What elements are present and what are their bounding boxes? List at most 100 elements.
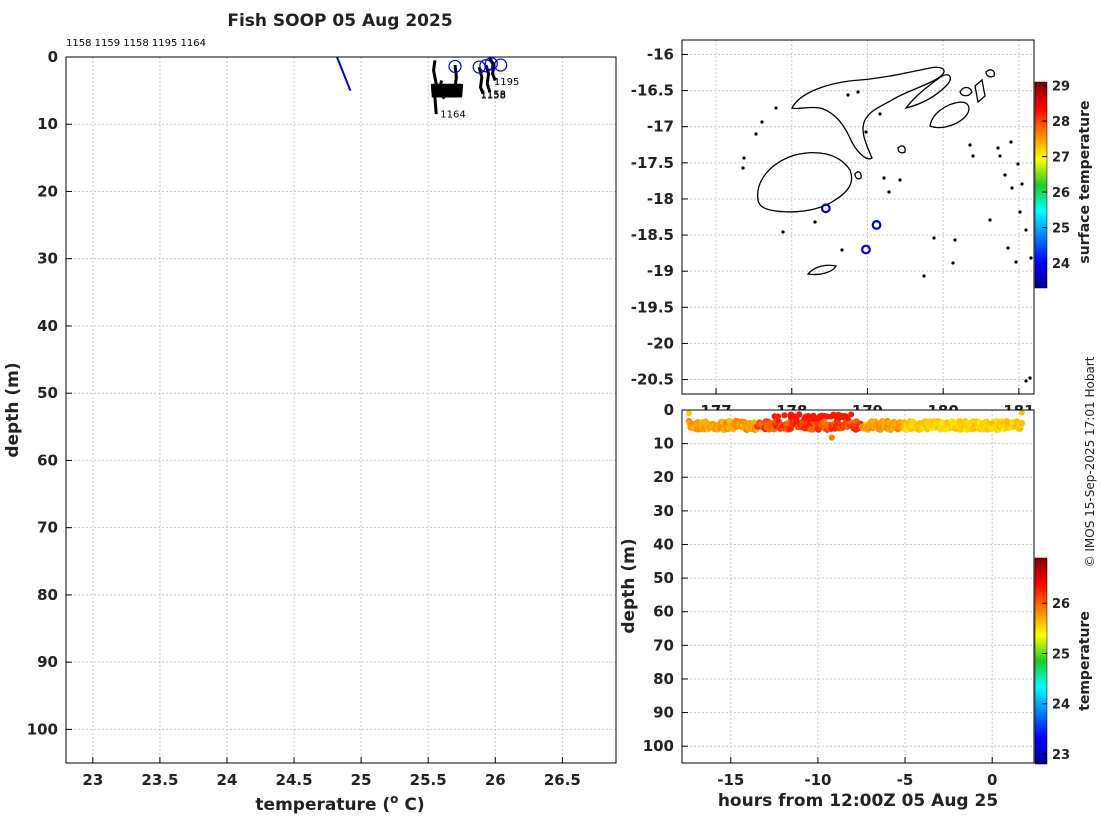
map-ytick-label: -18 [647, 190, 674, 208]
map-islet [846, 93, 850, 97]
timeseries-xtick-label: -10 [804, 771, 831, 789]
profile-trace [484, 64, 492, 93]
profile-surface-marker [472, 60, 486, 74]
surface-temp-colorbar-label: surface temperature [1077, 100, 1093, 263]
timeseries-sample-point [848, 411, 855, 418]
surface-colorbar-tick-label: 25 [1052, 222, 1070, 237]
map-islet [1014, 260, 1018, 264]
map-islet [741, 166, 745, 170]
profile-xlabel-main: temperature ( [255, 795, 390, 815]
timeseries-sample-point [796, 411, 803, 418]
timeseries-sample-point [819, 412, 826, 419]
timeseries-sample-point [828, 434, 835, 441]
profile-xlabel: temperature (o C) [255, 792, 424, 815]
map-islet [971, 154, 975, 158]
profile-xtick-label: 26 [485, 771, 506, 789]
profile-ytick-label: 50 [37, 384, 58, 402]
profile-xtick-label: 24.5 [276, 771, 313, 789]
map-ytick-label: -20.5 [631, 371, 674, 389]
timeseries-ytick-label: 50 [653, 569, 674, 587]
profile-ytick-label: 60 [37, 451, 58, 469]
timeseries-ytick-label: 0 [664, 401, 674, 419]
map-coastline [757, 152, 853, 213]
profile-cast-id: 1164 [440, 109, 465, 120]
map-islet [1016, 162, 1020, 166]
map-ytick-label: -20 [647, 334, 674, 352]
temperature-colorbar [1034, 557, 1048, 765]
temperature-colorbar-tick-label: 23 [1052, 748, 1070, 763]
profile-trace [437, 80, 446, 100]
timeseries-sample-point [1018, 409, 1025, 416]
profile-plot: 23 23.5 24 24.5 25 25.5 26 26.5 0 10 20 30 40 50 60 70 8… [27, 48, 617, 789]
map-ytick-label: -17 [647, 118, 674, 136]
profile-ytick-label: 90 [37, 653, 58, 671]
map-islet [760, 120, 764, 124]
map-coastline [791, 66, 945, 160]
profile-ytick-label: 80 [37, 586, 58, 604]
map-plot: 177178179180181-16-16.5-17-17.5-18-18.5-… [631, 39, 1035, 420]
profile-xtick-label: 23.5 [141, 771, 178, 789]
timeseries-sample-point [805, 414, 812, 421]
timeseries-sample-point [685, 410, 692, 417]
temperature-colorbar-ticks: 23 24 25 26 [1042, 597, 1070, 763]
map-islet [887, 190, 891, 194]
timeseries-axes-box [681, 409, 1035, 764]
profile-xlabel-tail: C) [398, 795, 424, 815]
surface-colorbar-tick-label: 27 [1052, 151, 1070, 166]
map-islet [1010, 186, 1014, 190]
timeseries-ytick-label: 100 [643, 737, 674, 755]
profile-cast-id: 1195 [494, 77, 519, 88]
profile-trace [432, 60, 438, 115]
map-islet [864, 130, 868, 134]
map-ytick-label: -17.5 [631, 154, 674, 172]
timeseries-ytick-label: 20 [653, 468, 674, 486]
map-islet [754, 132, 758, 136]
timeseries-sample-point [781, 412, 788, 419]
profile-ytick-label: 70 [37, 519, 58, 537]
map-islet [951, 261, 955, 265]
profile-ytick-label: 100 [27, 720, 58, 738]
map-islet [840, 248, 844, 252]
map-ytick-label: -18.5 [631, 226, 674, 244]
map-coastline [854, 171, 862, 180]
timeseries-ytick-label: 80 [653, 670, 674, 688]
profile-surface-marker [484, 57, 498, 71]
map-islet [774, 106, 778, 110]
timeseries-ytick-label: 40 [653, 535, 674, 553]
timeseries-plot: -15 -10 -5 0 0 10 20 30 40 50 60 70 80 90 100 [643, 401, 1035, 789]
timeseries-sample-point [775, 413, 782, 420]
map-islet [1020, 182, 1024, 186]
map-coastline [806, 264, 837, 276]
surface-colorbar-tick-label: 29 [1052, 80, 1070, 95]
profile-xtick-label: 26.5 [544, 771, 581, 789]
map-islet [856, 90, 860, 94]
profile-xtick-label: 25.5 [410, 771, 447, 789]
map-islet [882, 176, 886, 180]
map-station-marker [871, 220, 882, 230]
timeseries-xtick-label: -5 [897, 771, 914, 789]
timeseries-sample-point [827, 413, 834, 420]
map-coastline [929, 101, 970, 129]
profile-blue-line [336, 56, 352, 91]
temperature-colorbar-tick-label: 26 [1052, 597, 1070, 612]
surface-temp-colorbar [1034, 81, 1048, 289]
profile-xtick-label: 25 [351, 771, 372, 789]
map-islet [813, 220, 817, 224]
profile-cast-id: 1158 [481, 91, 506, 102]
profile-ylabel: depth (m) [3, 362, 23, 457]
map-islet [1024, 379, 1028, 383]
map-islet [781, 230, 785, 234]
timeseries-sample-point [788, 414, 795, 421]
map-islet [953, 238, 957, 242]
profile-surface-marker [494, 58, 508, 72]
profile-ytick-label: 0 [48, 48, 58, 66]
profile-cast-id: 1158 [481, 89, 506, 100]
timeseries-ytick-label: 60 [653, 603, 674, 621]
temperature-colorbar-label: temperature [1077, 611, 1093, 711]
profile-surface-marker [479, 59, 493, 73]
profile-surface-marker [448, 59, 462, 74]
map-islet [742, 156, 746, 160]
profile-top-labels: 1158 1159 1158 1195 1164 [66, 38, 206, 49]
